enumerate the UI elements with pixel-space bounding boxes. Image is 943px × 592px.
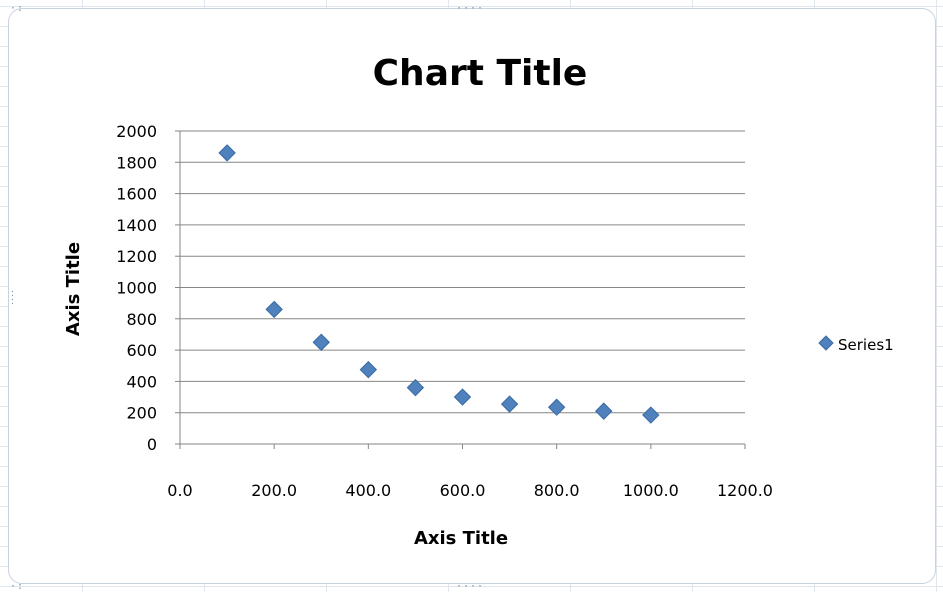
x-axis-tick-labels: 0.0 200.0 400.0 600.0 800.0 1000.0 1200.0: [167, 481, 773, 500]
y-tick-label: 600: [126, 341, 157, 360]
data-point[interactable]: [406, 378, 425, 397]
x-tick-label: 400.0: [345, 481, 391, 500]
legend-marker-series1: [818, 335, 834, 351]
resize-handle-top[interactable]: ····: [456, 3, 485, 14]
y-tick-label: 1800: [116, 153, 157, 172]
gridlines: [175, 130, 746, 449]
resize-handle-bottom-left[interactable]: ·:: [10, 581, 25, 592]
data-point[interactable]: [595, 402, 613, 420]
data-point[interactable]: [265, 300, 283, 319]
y-tick-label: 200: [126, 404, 157, 423]
y-axis-tick-labels: 0 200 400 600 800 1000 1200 1400 1600 1800 2000: [116, 122, 157, 454]
y-tick-label: 800: [126, 310, 157, 329]
y-axis-title[interactable]: Axis Title: [63, 242, 84, 336]
data-point[interactable]: [359, 360, 378, 379]
x-tick-label: 0.0: [167, 481, 192, 500]
chart-title[interactable]: Chart Title: [373, 53, 588, 94]
y-tick-label: 1600: [116, 185, 157, 204]
y-tick-label: 2000: [116, 122, 157, 141]
y-tick-label: 1000: [116, 279, 157, 298]
data-point[interactable]: [642, 406, 660, 424]
series-points: [218, 144, 660, 424]
data-point[interactable]: [453, 388, 472, 406]
x-tick-label: 1200.0: [717, 481, 773, 500]
chart-area[interactable]: [8, 8, 936, 584]
x-tick-label: 800.0: [534, 481, 580, 500]
x-axis-title[interactable]: Axis Title: [414, 528, 508, 549]
y-tick-label: 1200: [116, 247, 157, 266]
resize-handle-left[interactable]: · · · ·: [10, 287, 16, 308]
data-point[interactable]: [312, 333, 330, 351]
y-tick-label: 1400: [116, 216, 157, 235]
x-tick-label: 1000.0: [623, 481, 679, 500]
resize-handle-top-left[interactable]: ·:: [10, 3, 25, 14]
data-point[interactable]: [218, 144, 236, 162]
resize-handle-bottom[interactable]: ····: [456, 581, 485, 592]
legend-label-series1: Series1: [838, 336, 894, 354]
y-tick-label: 0: [147, 435, 157, 454]
y-tick-label: 400: [126, 372, 157, 391]
x-tick-label: 200.0: [251, 481, 297, 500]
x-tick-label: 600.0: [440, 481, 486, 500]
legend[interactable]: Series1: [818, 335, 894, 354]
data-point[interactable]: [547, 398, 566, 416]
data-point[interactable]: [500, 395, 519, 413]
